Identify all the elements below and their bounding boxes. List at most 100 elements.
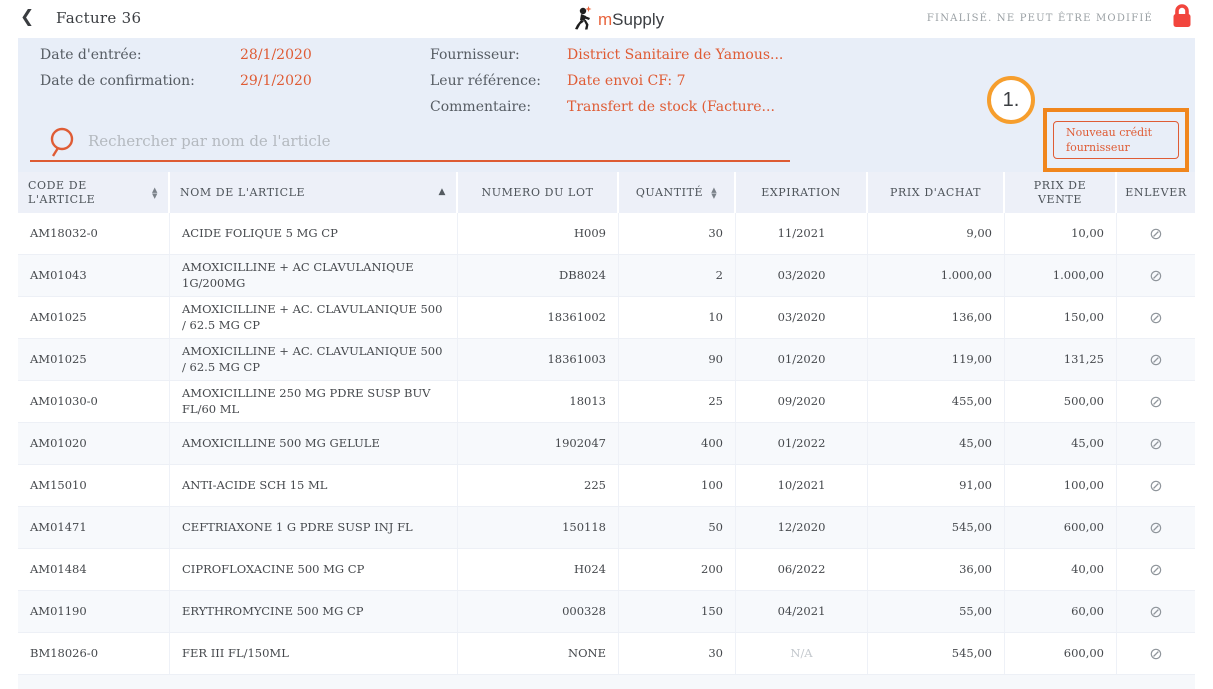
table-row[interactable]: BM18026-0 FER III FL/150ML NONE 30 N/A 545,00… [18,633,1195,675]
table-row[interactable]: AM01043 AMOXICILLINE + AC CLAVULANIQUE 1G… [18,255,1195,297]
cell-lot: 18013 [458,381,619,422]
cell-expiry: 04/2021 [736,591,868,632]
cell-code: AM01025 [18,339,170,380]
remove-item-icon[interactable]: ⊘ [1149,391,1163,411]
cell-qty: 30 [619,213,736,254]
table-row[interactable]: AM01025 AMOXICILLINE + AC. CLAVULANIQUE 5… [18,339,1195,381]
column-label-expiry: EXPIRATION [761,185,841,199]
cell-code: BM18026-0 [18,633,170,674]
remove-item-icon[interactable]: ⊘ [1149,223,1163,243]
cell-remove: ⊘ [1117,507,1195,548]
cell-expiry: N/A [736,633,868,674]
remove-item-icon[interactable]: ⊘ [1149,601,1163,621]
entry-date-label: Date d'entrée: [40,47,142,63]
remove-item-icon[interactable]: ⊘ [1149,307,1163,327]
cell-remove: ⊘ [1117,423,1195,464]
remove-item-icon[interactable]: ⊘ [1149,559,1163,579]
column-label-qty: QUANTITÉ [635,185,704,199]
step-annotation-badge: 1. [987,76,1035,124]
cell-cost: 9,00 [868,213,1005,254]
cell-remove: ⊘ [1117,381,1195,422]
column-header-name[interactable]: NOM DE L'ARTICLE ▲ [170,172,458,213]
cell-sell: 45,00 [1005,423,1117,464]
cell-expiry: 03/2020 [736,255,868,296]
cell-sell: 100,00 [1005,465,1117,506]
table-row[interactable]: AM01025 AMOXICILLINE + AC. CLAVULANIQUE 5… [18,297,1195,339]
cell-code: AM15010 [18,465,170,506]
logo-text: mSupply [598,10,665,29]
cell-name: AMOXICILLINE + AC. CLAVULANIQUE 500 / 62… [170,297,458,338]
new-supplier-credit-button[interactable]: Nouveau crédit fournisseur [1053,121,1179,159]
cell-qty: 2 [619,255,736,296]
cell-qty: 30 [619,633,736,674]
back-chevron-icon[interactable]: ❮ [20,7,35,27]
remove-item-icon[interactable]: ⊘ [1149,517,1163,537]
cell-remove: ⊘ [1117,339,1195,380]
cell-sell: 600,00 [1005,507,1117,548]
cell-lot: 225 [458,465,619,506]
cell-remove: ⊘ [1117,549,1195,590]
table-body: AM18032-0 ACIDE FOLIQUE 5 MG CP H009 30 11/2… [18,213,1195,675]
finalised-status-text: FINALISÉ. NE PEUT ÊTRE MODIFIÉ [926,13,1153,24]
column-header-code[interactable]: CODE DE L'ARTICLE ▲ ▼ [18,172,170,213]
search-input[interactable] [30,122,790,162]
cell-remove: ⊘ [1117,465,1195,506]
cell-qty: 10 [619,297,736,338]
cell-remove: ⊘ [1117,297,1195,338]
column-header-expiry: EXPIRATION [736,172,868,213]
cell-name: ACIDE FOLIQUE 5 MG CP [170,213,458,254]
cell-cost: 36,00 [868,549,1005,590]
sort-both-icon: ▲ ▼ [711,185,718,200]
column-header-sell: PRIX DE VENTE [1005,172,1117,213]
table-row[interactable]: AM01190 ERYTHROMYCINE 500 MG CP 000328 150 0… [18,591,1195,633]
cell-name: FER III FL/150ML [170,633,458,674]
comment-label: Commentaire: [430,99,532,115]
remove-item-icon[interactable]: ⊘ [1149,349,1163,369]
cell-code: AM01030-0 [18,381,170,422]
table-row[interactable]: AM01020 AMOXICILLINE 500 MG GELULE 1902047… [18,423,1195,465]
cell-name: AMOXICILLINE 250 MG PDRE SUSP BUV FL/60 … [170,381,458,422]
lock-icon [1169,3,1195,35]
table-row[interactable]: AM01471 CEFTRIAXONE 1 G PDRE SUSP INJ FL 1… [18,507,1195,549]
entry-date-value: 28/1/2020 [240,47,312,63]
cell-code: AM01484 [18,549,170,590]
column-label-remove: ENLEVER [1125,185,1187,199]
cell-lot: NONE [458,633,619,674]
comment-value: Transfert de stock (Facture... [567,99,775,115]
cell-remove: ⊘ [1117,591,1195,632]
table-row[interactable]: AM01030-0 AMOXICILLINE 250 MG PDRE SUSP B… [18,381,1195,423]
cell-sell: 40,00 [1005,549,1117,590]
cell-cost: 455,00 [868,381,1005,422]
cell-lot: 18361003 [458,339,619,380]
cell-qty: 90 [619,339,736,380]
remove-item-icon[interactable]: ⊘ [1149,433,1163,453]
cell-code: AM01043 [18,255,170,296]
remove-item-icon[interactable]: ⊘ [1149,475,1163,495]
cell-expiry: 09/2020 [736,381,868,422]
sort-ascending-icon: ▲ [438,186,446,197]
column-label-sell: PRIX DE VENTE [1033,178,1087,206]
cell-name: AMOXICILLINE + AC CLAVULANIQUE 1G/200MG [170,255,458,296]
cell-lot: 000328 [458,591,619,632]
cell-sell: 500,00 [1005,381,1117,422]
remove-item-icon[interactable]: ⊘ [1149,643,1163,663]
runner-icon [572,5,594,35]
table-row[interactable]: AM15010 ANTI-ACIDE SCH 15 ML 225 100 10/2021… [18,465,1195,507]
cell-qty: 50 [619,507,736,548]
cell-lot: 150118 [458,507,619,548]
cell-expiry: 11/2021 [736,213,868,254]
table-row[interactable]: AM01484 CIPROFLOXACINE 500 MG CP H024 200 06… [18,549,1195,591]
remove-item-icon[interactable]: ⊘ [1149,265,1163,285]
supplier-label: Fournisseur: [430,47,520,63]
table-row[interactable]: AM18032-0 ACIDE FOLIQUE 5 MG CP H009 30 11/2… [18,213,1195,255]
cell-name: AMOXICILLINE + AC. CLAVULANIQUE 500 / 62… [170,339,458,380]
column-header-qty[interactable]: QUANTITÉ ▲ ▼ [619,172,736,213]
cell-code: AM01471 [18,507,170,548]
column-header-remove: ENLEVER [1117,172,1195,213]
cell-code: AM01190 [18,591,170,632]
cell-expiry: 10/2021 [736,465,868,506]
cell-qty: 150 [619,591,736,632]
cell-cost: 91,00 [868,465,1005,506]
cell-qty: 100 [619,465,736,506]
